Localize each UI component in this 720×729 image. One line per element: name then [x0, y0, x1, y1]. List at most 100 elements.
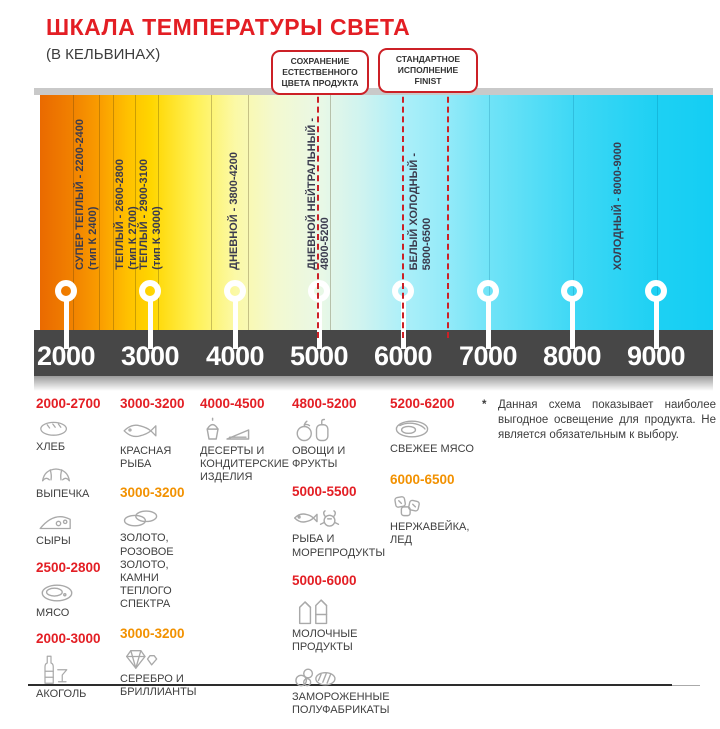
range-heading: 3000-3200 — [120, 625, 185, 641]
axis-tick-5000: 5000 — [289, 341, 349, 371]
product-label: ЗАМОРОЖЕННЫЕ ПОЛУФАБРИКАТЫ — [292, 691, 390, 717]
axis-tick-2000: 2000 — [36, 341, 96, 371]
gradient-divider — [135, 95, 136, 330]
product-label: НЕРЖАВЕЙКА, ЛЕД — [390, 521, 470, 547]
marker-stem — [570, 300, 575, 349]
axis-tick-9000: 9000 — [626, 341, 686, 371]
gradient-divider — [248, 95, 249, 330]
range-heading: 5000-5500 — [292, 484, 357, 500]
page-title: ШКАЛА ТЕМПЕРАТУРЫ СВЕТА — [46, 14, 411, 40]
axis-tick-7000: 7000 — [458, 341, 518, 371]
range-heading: 5200-6200 — [390, 396, 455, 411]
marker-stem — [486, 300, 491, 349]
zone-label-cool-white: БЕЛЫЙ ХОЛОДНЫЙ -5800-6500 — [408, 152, 433, 270]
kelvin-marker-7000 — [477, 280, 499, 302]
product-label: СЫРЫ — [36, 535, 71, 548]
product-label: АКОГОЛЬ — [36, 687, 87, 700]
range-heading: 4800-5200 — [292, 396, 357, 411]
range-heading: 3000-3200 — [120, 485, 185, 501]
callout-dropline-6500 — [447, 87, 449, 338]
axis-tick-6000: 6000 — [373, 341, 433, 371]
range-heading: 2500-2800 — [36, 559, 101, 575]
gradient-divider — [330, 95, 331, 330]
kelvin-marker-4000 — [224, 280, 246, 302]
zone-label-super-warm: СУПЕР ТЕПЛЫЙ - 2200-2400 (тип К 2400) — [74, 118, 99, 270]
callout-dropline-5000 — [317, 87, 319, 338]
product-column-5: 5200-6200 СВЕЖЕЕ МЯСО 6000-6500 НЕРЖАВЕЙ… — [390, 396, 480, 559]
range-heading: 4000-4500 — [200, 396, 265, 411]
range-heading: 3000-3200 — [120, 396, 185, 411]
product-label: РЫБА И МОРЕПРОДУКТЫ — [292, 533, 386, 559]
callout-natural-color: СОХРАНЕНИЕ ЕСТЕСТВЕННОГО ЦВЕТА ПРОДУКТА — [271, 50, 369, 96]
product-label: КРАСНАЯ РЫБА — [120, 445, 172, 471]
callout-dropline-6000 — [402, 87, 404, 338]
gradient-divider — [73, 95, 74, 330]
zone-label-warm-2700: ТЕПЛЫЙ - 2600-2800 (тип К 2700) — [114, 159, 139, 270]
gradient-divider — [113, 95, 114, 330]
kelvin-marker-3000 — [139, 280, 161, 302]
fresh-meat-icon — [395, 420, 429, 438]
alcohol-icon — [44, 655, 68, 684]
gradient-divider — [657, 95, 658, 330]
kelvin-axis-bar — [34, 330, 713, 376]
meat-icon — [41, 584, 73, 602]
axis-tick-3000: 3000 — [120, 341, 180, 371]
frozen-icon — [295, 668, 336, 687]
product-label: ДЕСЕРТЫ И КОНДИТЕРСКИЕ ИЗДЕЛИЯ — [200, 445, 290, 484]
dessert-icon — [206, 417, 250, 440]
product-label: ОВОЩИ И ФРУКТЫ — [292, 445, 346, 471]
axis-tick-4000: 4000 — [205, 341, 265, 371]
product-label: ХЛЕБ — [36, 441, 66, 453]
product-column-2: 3000-3200 КРАСНАЯ РЫБА 3000-3200 ЗОЛОТО,… — [120, 396, 200, 710]
gradient-divider — [99, 95, 100, 330]
bottom-rule-end — [672, 685, 700, 686]
dairy-icon — [298, 599, 328, 624]
product-column-4: 4800-5200 ОВОЩИ И ФРУКТЫ 5000-5500 РЫБА … — [292, 396, 392, 729]
kelvin-marker-9000 — [645, 280, 667, 302]
product-column-3: 4000-4500 ДЕСЕРТЫ И КОНДИТЕРСКИЕ ИЗДЕЛИЯ — [200, 396, 295, 496]
range-heading: 6000-6500 — [390, 472, 455, 488]
footnote: * Данная схема показывает наиболее выгод… — [482, 398, 716, 444]
product-label: МОЛОЧНЫЕ ПРОДУКТЫ — [292, 627, 358, 653]
product-label: МЯСО — [36, 606, 70, 619]
rings-icon — [123, 510, 158, 527]
range-heading: 2000-2700 — [36, 396, 101, 411]
fruits-icon — [296, 418, 329, 442]
product-label: СЕРЕБРО И БРИЛЛИАНТЫ — [120, 672, 197, 698]
diamond-icon — [126, 649, 158, 669]
marker-stem — [64, 300, 69, 349]
fish-icon — [123, 424, 157, 438]
ice-icon — [394, 496, 420, 517]
bottom-rule — [28, 684, 672, 686]
seafood-icon — [293, 510, 340, 528]
marker-stem — [148, 300, 153, 349]
product-column-1: 2000-2700 ХЛЕБ ВЫПЕЧКА СЫРЫ 2500-2800 МЯ… — [36, 396, 114, 712]
product-label: ЗОЛОТО, РОЗОВОЕ ЗОЛОТО, КАМНИ ТЕПЛОГО СП… — [120, 532, 174, 611]
kelvin-marker-5000 — [308, 280, 330, 302]
page-subtitle: (В КЕЛЬВИНАХ) — [46, 46, 161, 63]
callout-standard-finist: СТАНДАРТНОЕ ИСПОЛНЕНИЕ FINIST — [378, 48, 478, 94]
gradient-divider — [489, 95, 490, 330]
marker-stem — [654, 300, 659, 349]
scale-top-strip — [34, 88, 713, 95]
axis-bar-shadow — [34, 376, 713, 391]
kelvin-marker-2000 — [55, 280, 77, 302]
axis-tick-8000: 8000 — [542, 341, 602, 371]
cheese-icon — [39, 516, 71, 530]
marker-stem — [233, 300, 238, 349]
gradient-divider — [573, 95, 574, 330]
footnote-asterisk: * — [482, 399, 487, 411]
bread-icon — [40, 421, 68, 436]
product-label: ВЫПЕЧКА — [36, 488, 90, 501]
range-heading: 2000-3000 — [36, 630, 101, 646]
gradient-divider — [211, 95, 212, 330]
marker-stem — [317, 300, 322, 349]
croissant-icon — [42, 468, 71, 482]
gradient-divider — [158, 95, 159, 330]
range-heading: 5000-6000 — [292, 572, 357, 588]
zone-label-daylight: ДНЕВНОЙ - 3800-4200 — [228, 152, 240, 270]
footnote-text: Данная схема показывает наиболее выгодно… — [498, 399, 716, 442]
zone-label-cold: ХОЛОДНЫЙ - 8000-9000 — [612, 141, 624, 270]
zone-label-warm-3000: ТЕПЛЫЙ - 2900-3100 (тип К 3000) — [138, 159, 163, 270]
product-label: СВЕЖЕЕ МЯСО — [390, 443, 474, 455]
